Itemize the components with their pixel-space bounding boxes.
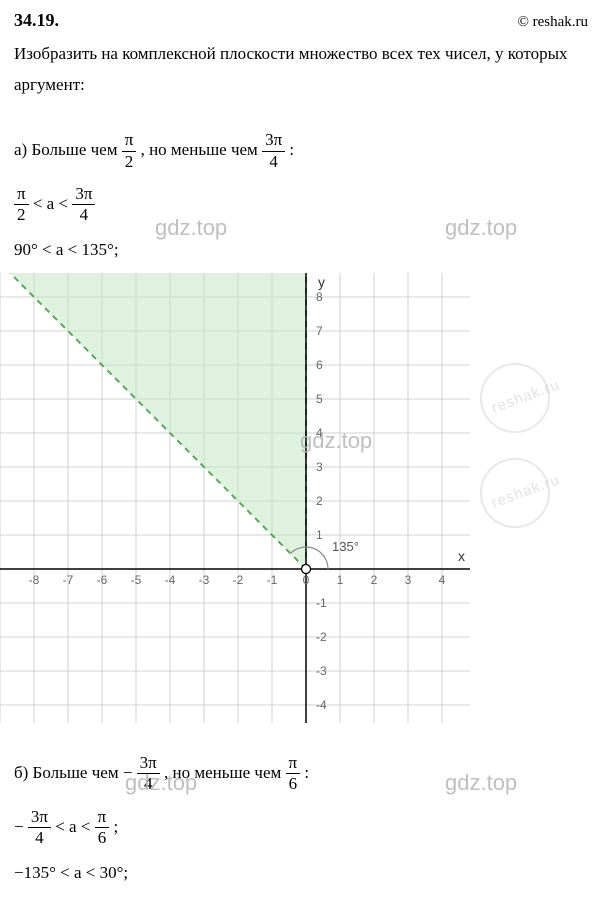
part-a-inequality-deg: 90° < a < 135°; <box>14 236 588 263</box>
svg-text:2: 2 <box>316 494 323 508</box>
svg-text:1: 1 <box>316 528 323 542</box>
semicolon: ; <box>114 817 119 836</box>
svg-text:0: 0 <box>303 573 310 587</box>
fraction-pi-2: π 2 <box>122 130 137 172</box>
fraction-pi-2-b: π 2 <box>14 184 29 226</box>
svg-text:4: 4 <box>439 573 446 587</box>
frac-den: 4 <box>262 152 285 172</box>
svg-text:3: 3 <box>405 573 412 587</box>
frac-den: 2 <box>122 152 137 172</box>
frac-num: π <box>14 184 29 205</box>
svg-text:-4: -4 <box>316 698 327 712</box>
problem-text: Изобразить на комплексной плоскости множ… <box>14 39 588 100</box>
svg-text:-1: -1 <box>316 596 327 610</box>
frac-num: 3π <box>137 753 160 774</box>
fraction-pi-6: π 6 <box>286 753 301 795</box>
fraction-3pi-4-c: 3π 4 <box>137 753 160 795</box>
svg-text:-8: -8 <box>29 573 40 587</box>
part-b-prefix: б) Больше чем <box>14 763 123 782</box>
svg-text:7: 7 <box>316 324 323 338</box>
part-b-inequality-rad: − 3π 4 < a < π 6 ; <box>14 807 588 849</box>
svg-text:-7: -7 <box>63 573 74 587</box>
stamp-circle-1 <box>480 363 550 433</box>
svg-text:-2: -2 <box>233 573 244 587</box>
ineq-var-b: < a < <box>55 817 94 836</box>
svg-text:-2: -2 <box>316 630 327 644</box>
frac-den: 6 <box>95 828 110 848</box>
frac-num: 3π <box>262 130 285 151</box>
svg-text:x: x <box>458 548 465 564</box>
svg-text:-4: -4 <box>165 573 176 587</box>
frac-num: 3π <box>28 807 51 828</box>
coordinate-graph: -8 -7 -6 -5 -4 -3 -2 -1 0 1 2 3 4 8 7 6 5 4 3 2 1 -1 -2 -3 -4 x y 1… <box>0 273 470 723</box>
part-a-suffix: : <box>289 140 294 159</box>
frac-num: 3π <box>72 184 95 205</box>
frac-den: 4 <box>28 828 51 848</box>
part-a-prefix: а) Больше чем <box>14 140 122 159</box>
frac-den: 4 <box>137 774 160 794</box>
graph-container: -8 -7 -6 -5 -4 -3 -2 -1 0 1 2 3 4 8 7 6 5 4 3 2 1 -1 -2 -3 -4 x y 1… <box>0 273 588 723</box>
frac-den: 2 <box>14 205 29 225</box>
part-a-label: а) Больше чем π 2 , но меньше чем 3π 4 : <box>14 130 588 172</box>
frac-num: π <box>286 753 301 774</box>
svg-text:y: y <box>318 274 325 290</box>
copyright: © reshak.ru <box>517 14 588 31</box>
part-b-inequality-deg: −135° < a < 30°; <box>14 859 588 886</box>
part-b-mid: , но меньше чем <box>164 763 286 782</box>
part-a-mid: , но меньше чем <box>141 140 263 159</box>
svg-text:-6: -6 <box>97 573 108 587</box>
fraction-3pi-4: 3π 4 <box>262 130 285 172</box>
neg-sign-b: − <box>14 817 28 836</box>
svg-text:6: 6 <box>316 358 323 372</box>
problem-number: 34.19. <box>14 10 59 31</box>
svg-text:8: 8 <box>316 290 323 304</box>
part-a-inequality-rad: π 2 < a < 3π 4 <box>14 184 588 226</box>
neg-sign: − <box>123 763 137 782</box>
svg-text:-1: -1 <box>267 573 278 587</box>
part-b-label: б) Больше чем − 3π 4 , но меньше чем π 6… <box>14 753 588 795</box>
part-b-suffix: : <box>304 763 309 782</box>
fraction-pi-6-b: π 6 <box>95 807 110 849</box>
svg-text:135°: 135° <box>332 539 359 554</box>
svg-text:3: 3 <box>316 460 323 474</box>
fraction-3pi-4-b: 3π 4 <box>72 184 95 226</box>
frac-den: 4 <box>72 205 95 225</box>
stamp-circle-2 <box>480 458 550 528</box>
svg-text:1: 1 <box>337 573 344 587</box>
svg-text:4: 4 <box>316 426 323 440</box>
frac-den: 6 <box>286 774 301 794</box>
frac-num: π <box>122 130 137 151</box>
fraction-3pi-4-d: 3π 4 <box>28 807 51 849</box>
ineq-var: < a < <box>33 194 72 213</box>
frac-num: π <box>95 807 110 828</box>
svg-text:-3: -3 <box>199 573 210 587</box>
svg-text:2: 2 <box>371 573 378 587</box>
svg-text:-5: -5 <box>131 573 142 587</box>
svg-text:-3: -3 <box>316 664 327 678</box>
svg-text:5: 5 <box>316 392 323 406</box>
